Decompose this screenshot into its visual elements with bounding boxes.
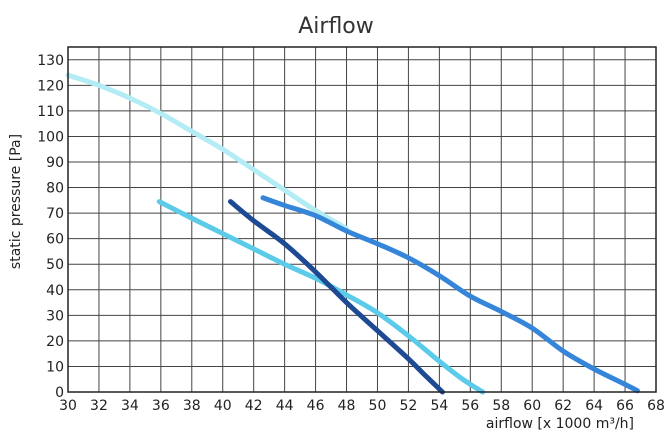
x-tick-label: 38 (183, 398, 201, 414)
plot-frame (67, 46, 657, 393)
series-layer (65, 72, 640, 395)
y-tick-label: 50 (46, 257, 64, 273)
x-tick-label: 46 (307, 398, 325, 414)
y-tick-label: 100 (37, 129, 64, 145)
tick-layer: 30 32 34 36 38 40 42 44 46 48 50 52 54 56 58 60 62 64 66 68… (37, 53, 664, 414)
y-axis-label: static pressure [Pa] (8, 134, 24, 269)
x-tick-label: 36 (152, 398, 170, 414)
x-tick-label: 68 (647, 398, 664, 414)
x-tick-label: 62 (554, 398, 572, 414)
y-tick-label: 80 (46, 181, 64, 197)
x-tick-label: 34 (121, 398, 139, 414)
x-tick-label: 42 (245, 398, 263, 414)
y-tick-label: 90 (46, 155, 64, 171)
chart-title: Airflow (298, 14, 374, 39)
x-tick-label: 44 (276, 398, 294, 414)
y-tick-label: 130 (37, 53, 64, 69)
x-tick-label: 52 (400, 398, 418, 414)
y-tick-label: 20 (46, 334, 64, 350)
x-tick-label: 66 (616, 398, 634, 414)
y-tick-label: 110 (37, 104, 64, 120)
x-tick-label: 48 (338, 398, 356, 414)
x-tick-label: 56 (461, 398, 479, 414)
y-tick-label: 30 (46, 308, 64, 324)
series-line-4 (260, 195, 640, 394)
x-tick-label: 30 (59, 398, 77, 414)
x-axis-label: airflow [x 1000 m³/h] (486, 416, 634, 432)
x-tick-label: 60 (523, 398, 541, 414)
series-line-2 (156, 199, 486, 395)
x-tick-label: 58 (492, 398, 510, 414)
y-tick-label: 120 (37, 78, 64, 94)
y-tick-label: 0 (55, 385, 64, 401)
y-tick-label: 40 (46, 283, 64, 299)
x-tick-label: 54 (430, 398, 448, 414)
y-tick-label: 60 (46, 232, 64, 248)
y-tick-label: 70 (46, 206, 64, 222)
x-tick-label: 64 (585, 398, 603, 414)
series-line-3 (227, 199, 445, 395)
x-tick-label: 50 (369, 398, 387, 414)
grid-layer (67, 47, 657, 393)
y-tick-label: 10 (46, 359, 64, 375)
series-line-1 (65, 72, 350, 231)
x-tick-label: 40 (214, 398, 232, 414)
x-tick-label: 32 (90, 398, 108, 414)
